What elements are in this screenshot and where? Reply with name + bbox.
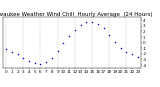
Point xyxy=(108,34,111,35)
Point xyxy=(33,62,36,64)
Point xyxy=(22,57,24,58)
Point xyxy=(114,41,116,43)
Point xyxy=(39,63,42,65)
Point xyxy=(68,35,70,37)
Point xyxy=(45,62,48,63)
Point xyxy=(11,51,13,52)
Point xyxy=(56,50,59,52)
Title: Milwaukee Weather Wind Chill  Hourly Average  (24 Hours): Milwaukee Weather Wind Chill Hourly Aver… xyxy=(0,12,153,17)
Point xyxy=(28,60,30,62)
Point xyxy=(51,58,53,59)
Point xyxy=(91,21,93,23)
Point xyxy=(137,57,139,58)
Point xyxy=(131,54,133,55)
Point xyxy=(125,51,128,52)
Point xyxy=(62,42,65,43)
Point xyxy=(16,54,19,55)
Point xyxy=(120,47,122,48)
Point xyxy=(102,27,105,29)
Point xyxy=(5,49,7,50)
Point xyxy=(74,29,76,30)
Point xyxy=(85,22,88,23)
Point xyxy=(79,25,82,26)
Point xyxy=(96,23,99,25)
